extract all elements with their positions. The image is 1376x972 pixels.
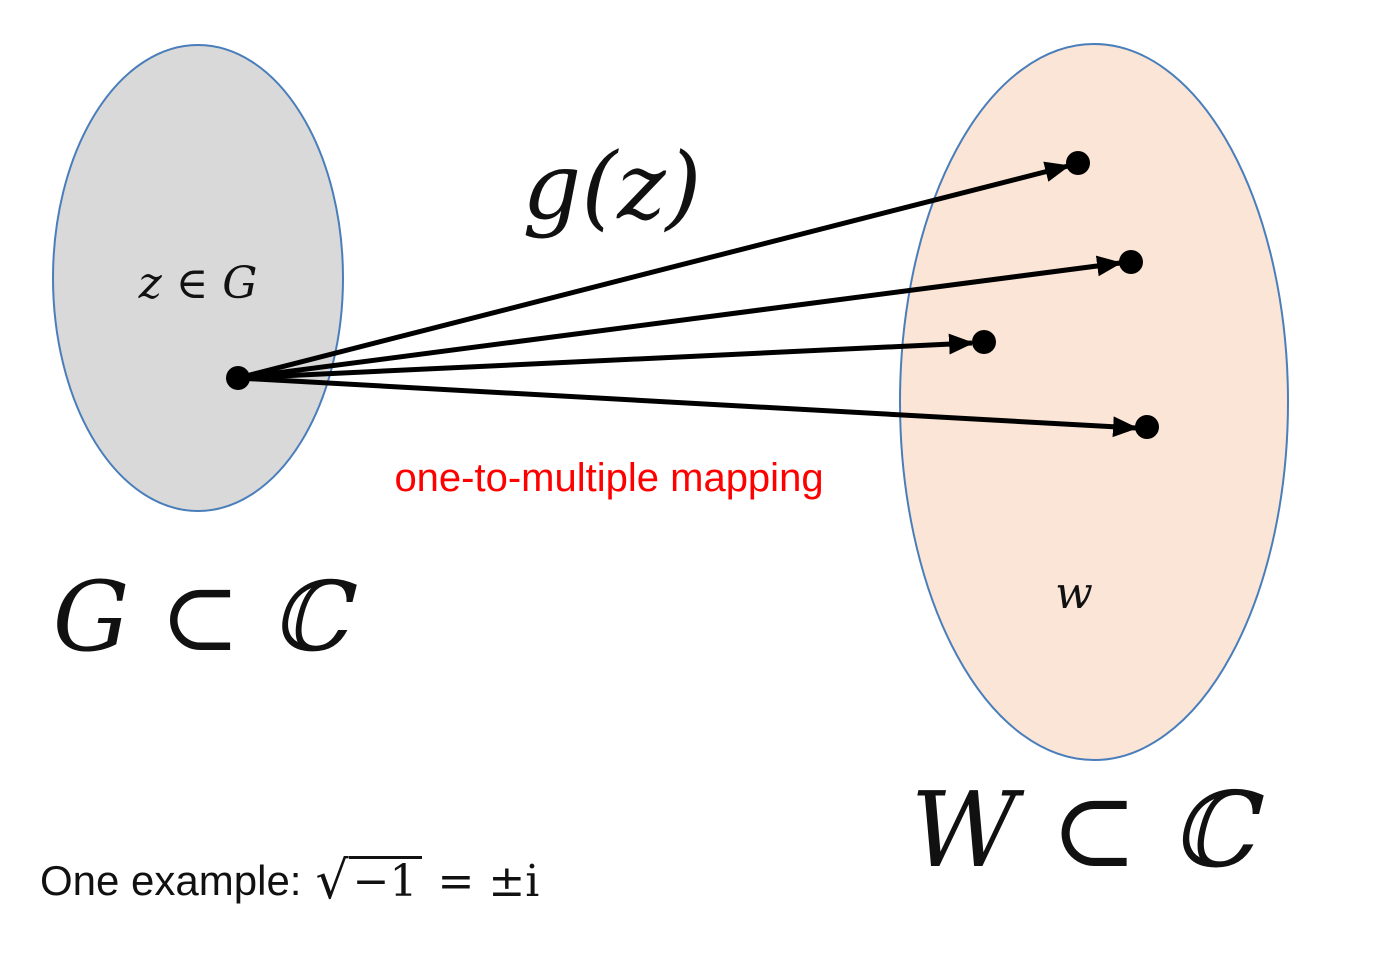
mapping-arrow-3 xyxy=(237,333,975,381)
domain-label: G ⊂ ℂ xyxy=(53,561,357,673)
mapping-note: one-to-multiple mapping xyxy=(394,456,823,500)
mapping-arrows xyxy=(237,161,1139,438)
codomain-label: W ⊂ ℂ xyxy=(911,769,1265,891)
sqrt-icon: √ xyxy=(315,851,349,911)
example-caption: One example: √ −1 = ±i xyxy=(40,846,539,916)
example-radicand: −1 xyxy=(348,856,422,905)
mapping-arrow-1 xyxy=(237,161,1071,381)
example-prefix: One example: xyxy=(40,857,302,904)
example-formula: √ −1 = ±i xyxy=(315,855,539,907)
function-label: g(z) xyxy=(522,133,701,240)
image-point-2 xyxy=(1119,250,1143,274)
mapping-arrow-2 xyxy=(237,255,1123,381)
image-point-1 xyxy=(1066,151,1090,175)
domain-set-label: z ∈ G xyxy=(138,258,258,309)
image-point-4 xyxy=(1135,415,1159,439)
codomain-point-label: w xyxy=(1055,568,1093,619)
codomain-set-w xyxy=(899,43,1289,761)
source-point-z xyxy=(226,366,250,390)
image-point-3 xyxy=(972,330,996,354)
example-result: = ±i xyxy=(437,855,540,907)
domain-set-g xyxy=(52,44,344,512)
mapping-arrow-4 xyxy=(237,375,1139,438)
